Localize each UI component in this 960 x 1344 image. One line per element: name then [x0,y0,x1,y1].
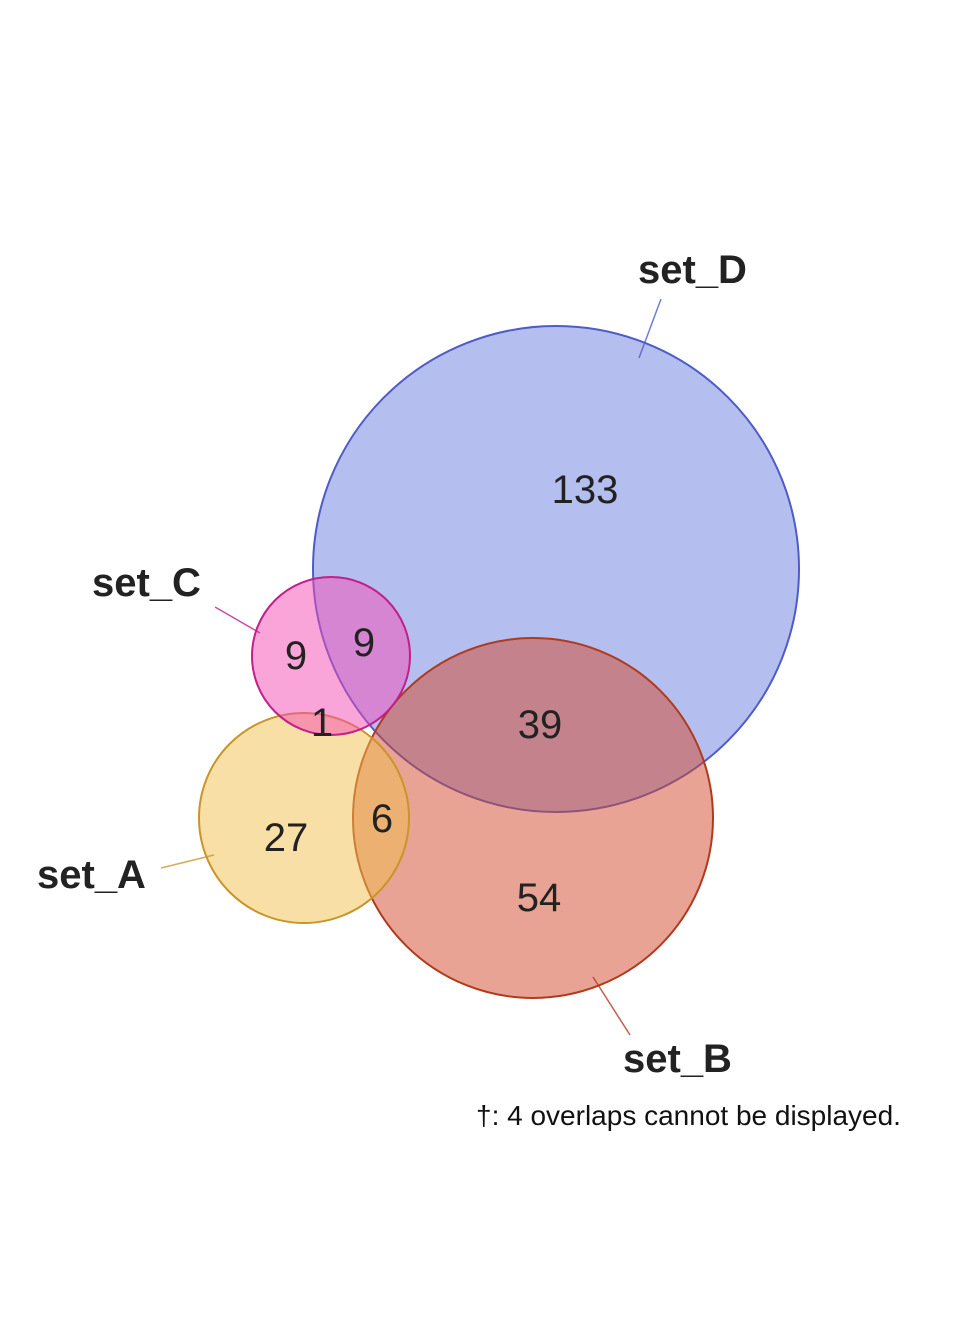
set-b-leader-line [592,976,631,1036]
set-d-label: set_D [638,248,747,292]
region-count-d-only: 133 [552,468,619,512]
region-count-a-c: 1 [311,701,333,745]
footnote: †: 4 overlaps cannot be displayed. [476,1100,901,1131]
set-c-circle [251,576,411,736]
region-count-a-only: 27 [264,816,309,860]
region-count-c-only: 9 [285,634,307,678]
region-count-a-b: 6 [371,797,393,841]
set-b-label: set_B [623,1037,732,1081]
region-count-b-d: 39 [518,703,563,747]
set-a-leader-line [160,854,215,869]
region-count-c-d: 9 [353,621,375,665]
set-d-leader-line [638,298,662,359]
region-count-b-only: 54 [517,876,562,920]
set-c-leader-line [214,606,261,634]
set-c-label: set_C [92,561,201,605]
set-a-label: set_A [37,853,146,897]
